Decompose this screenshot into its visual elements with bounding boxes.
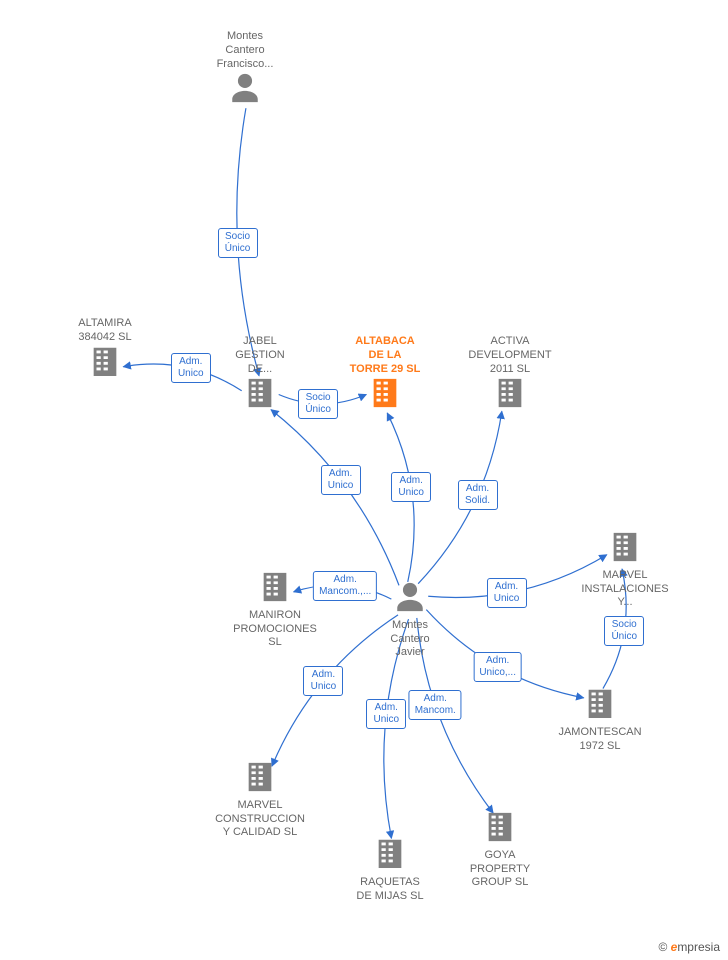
diagram-canvas: { "canvas": { "width": 728, "height": 96… [0, 0, 728, 960]
building-icon [583, 712, 617, 724]
node-label: Montes Cantero Francisco... [190, 30, 300, 71]
copyright-symbol: © [658, 940, 667, 954]
building-icon [373, 862, 407, 874]
copyright: © empresia [658, 940, 720, 954]
building-icon [483, 835, 517, 847]
building-icon [243, 785, 277, 797]
edge-label: Adm. Mancom. [409, 690, 462, 720]
building-icon [608, 555, 642, 567]
node-goya[interactable]: GOYA PROPERTY GROUP SL [445, 810, 555, 890]
node-raquetas[interactable]: RAQUETAS DE MIJAS SL [335, 837, 445, 903]
building-icon [493, 401, 527, 413]
edge-label: Socio Único [298, 389, 338, 419]
edge-label: Adm. Unico [487, 578, 527, 608]
copyright-rest: mpresia [677, 940, 720, 954]
building-icon [368, 401, 402, 413]
edge-label: Socio Único [218, 228, 258, 258]
building-icon [243, 401, 277, 413]
node-marvel_i[interactable]: MARVEL INSTALACIONES Y... [570, 530, 680, 610]
node-label: Montes Cantero Javier [355, 619, 465, 660]
node-label: MARVEL CONSTRUCCION Y CALIDAD SL [205, 799, 315, 840]
node-label: MANIRON PROMOCIONES SL [220, 609, 330, 650]
node-label: ACTIVA DEVELOPMENT 2011 SL [455, 335, 565, 376]
node-label: ALTABACA DE LA TORRE 29 SL [330, 335, 440, 376]
node-label: MARVEL INSTALACIONES Y... [570, 569, 680, 610]
edge-label: Adm. Unico [321, 465, 361, 495]
person-icon [393, 605, 427, 617]
building-icon [258, 595, 292, 607]
edge-label: Adm. Mancom.,... [313, 571, 377, 601]
node-altamira[interactable]: ALTAMIRA 384042 SL [50, 317, 160, 383]
edge-label: Adm. Unico [303, 666, 343, 696]
node-activa[interactable]: ACTIVA DEVELOPMENT 2011 SL [455, 335, 565, 415]
edges-layer [0, 0, 728, 960]
edge-javier-jabel [271, 410, 399, 586]
edge-label: Socio Único [604, 616, 644, 646]
node-label: JAMONTESCAN 1972 SL [545, 726, 655, 754]
node-francisco[interactable]: Montes Cantero Francisco... [190, 30, 300, 110]
node-altabaca[interactable]: ALTABACA DE LA TORRE 29 SL [330, 335, 440, 415]
node-marvel_c[interactable]: MARVEL CONSTRUCCION Y CALIDAD SL [205, 760, 315, 840]
node-label: GOYA PROPERTY GROUP SL [445, 849, 555, 890]
building-icon [88, 369, 122, 381]
edge-label: Adm. Unico [366, 699, 406, 729]
node-jamontes[interactable]: JAMONTESCAN 1972 SL [545, 687, 655, 753]
edge-label: Adm. Unico [171, 353, 211, 383]
edge-label: Adm. Unico,... [473, 652, 522, 682]
node-label: ALTAMIRA 384042 SL [50, 317, 160, 345]
person-icon [228, 96, 262, 108]
node-label: JABEL GESTION DE... [205, 335, 315, 376]
edge-label: Adm. Unico [391, 472, 431, 502]
node-label: RAQUETAS DE MIJAS SL [335, 876, 445, 904]
edge-label: Adm. Solid. [458, 480, 498, 510]
